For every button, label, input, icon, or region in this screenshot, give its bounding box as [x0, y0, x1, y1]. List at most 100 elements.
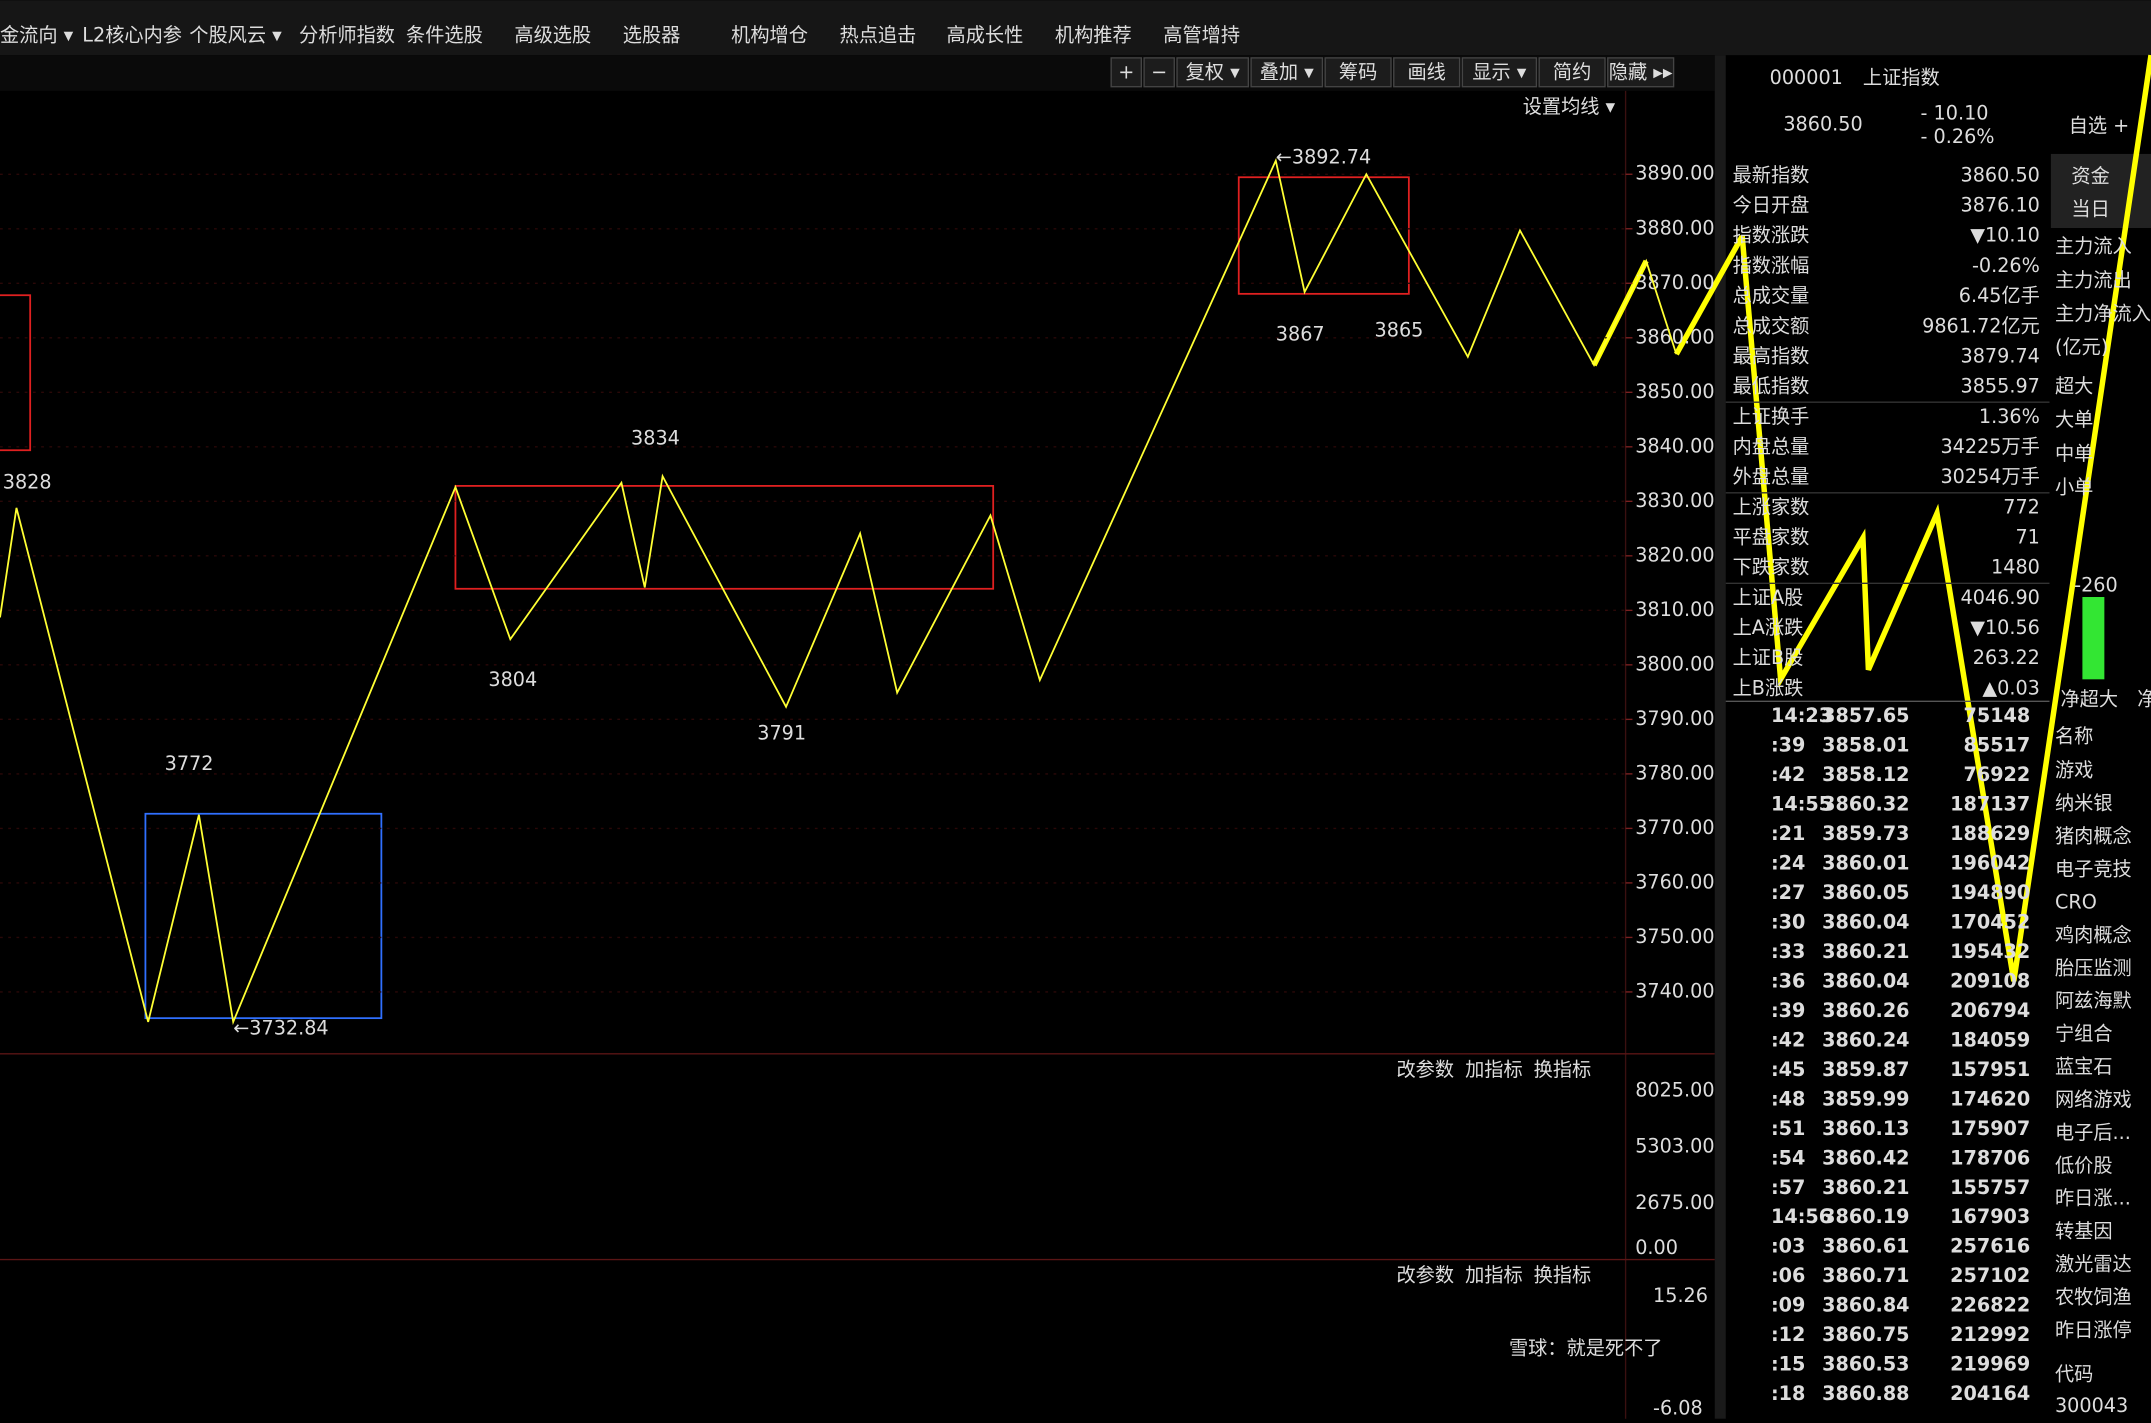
toolbar-button[interactable] — [1607, 57, 1675, 88]
tick-volume: 195432 — [1950, 940, 2030, 963]
toolbar-label[interactable]: 叠加 ▾ — [1260, 60, 1314, 83]
sector: 网络游戏 — [2055, 1088, 2132, 1111]
indicator-button[interactable]: 改参数 — [1397, 1058, 1455, 1081]
indicator-button[interactable]: 换指标 — [1534, 1058, 1592, 1081]
tick-volume: 85517 — [1964, 733, 2031, 756]
sector: 蓝宝石 — [2055, 1055, 2113, 1078]
quote-label: 上证B股 — [1733, 646, 1804, 669]
toolbar-label[interactable]: − — [1151, 60, 1167, 83]
menu-item[interactable]: 机构增仓 — [731, 23, 808, 46]
tick-price: 3860.01 — [1822, 851, 1909, 874]
y-tick-label: 3830.00 — [1635, 489, 1714, 512]
quote-value: 1480 — [1991, 556, 2040, 579]
toolbar-button[interactable] — [1250, 57, 1324, 88]
ma-setting[interactable]: 设置均线 ▾ — [1523, 95, 1616, 118]
quote-label: 上A涨跌 — [1733, 616, 1804, 639]
tick-price: 3860.04 — [1822, 969, 1909, 992]
menu-item[interactable]: 高成长性 — [947, 23, 1024, 46]
toolbar-label[interactable]: + — [1118, 60, 1134, 83]
indicator-button[interactable]: 换指标 — [1534, 1264, 1592, 1287]
toolbar-button[interactable] — [1110, 57, 1143, 88]
quote-label: 内盘总量 — [1733, 435, 1810, 458]
tick-volume: 212992 — [1950, 1323, 2030, 1346]
menu-item[interactable]: 热点追击 — [840, 23, 917, 46]
quote-pct: - 0.26% — [1921, 125, 1995, 148]
quote-price: 3860.50 — [1783, 113, 1862, 136]
toolbar-button[interactable] — [1461, 57, 1538, 88]
sector: 昨日涨... — [2055, 1187, 2131, 1210]
tick-time: :45 — [1771, 1058, 1805, 1081]
tick-time: :24 — [1771, 851, 1805, 874]
sector: 低价股 — [2055, 1154, 2113, 1177]
tick-time: 14:55 — [1771, 792, 1832, 815]
y-tick-label: 3860.00 — [1635, 325, 1714, 348]
quote-value: ▼10.10 — [1970, 224, 2040, 247]
menu-item[interactable]: 高管增持 — [1163, 23, 1240, 46]
menu-item[interactable]: 选股器 — [623, 23, 681, 46]
sector: 游戏 — [2055, 759, 2093, 782]
tick-volume: 257616 — [1950, 1235, 2030, 1258]
fund-label: 主力净流入 — [2055, 302, 2151, 325]
tick-price: 3860.21 — [1822, 940, 1909, 963]
quote-label: 上证换手 — [1733, 405, 1810, 428]
tick-price: 3860.71 — [1822, 1264, 1909, 1287]
indicator-button[interactable]: 加指标 — [1465, 1058, 1523, 1081]
toolbar-label[interactable]: 简约 — [1553, 60, 1591, 83]
box — [144, 812, 383, 1020]
menu-item[interactable]: 个股风云 ▾ — [189, 23, 282, 46]
tick-price: 3859.87 — [1822, 1058, 1909, 1081]
tick-price: 3860.05 — [1822, 881, 1909, 904]
quote-label: 总成交量 — [1733, 284, 1810, 307]
fund-bar — [2082, 597, 2105, 680]
fund-tab[interactable]: 资金 — [2071, 165, 2109, 188]
indicator-button[interactable]: 改参数 — [1397, 1264, 1455, 1287]
annotation: 3772 — [165, 752, 214, 775]
fund-bar-label: -260 — [2074, 574, 2118, 597]
watch-button[interactable]: 自选 + — [2069, 114, 2130, 137]
indicator-button[interactable]: 加指标 — [1465, 1264, 1523, 1287]
tick-price: 3860.19 — [1822, 1205, 1909, 1228]
tick-price: 3860.61 — [1822, 1235, 1909, 1258]
y-tick-label: 3790.00 — [1635, 707, 1714, 730]
toolbar-label[interactable]: 隐藏 ▸▸ — [1609, 60, 1673, 83]
quote-label: 指数涨幅 — [1733, 254, 1810, 277]
code: 300043 — [2055, 1394, 2128, 1417]
tick-time: :06 — [1771, 1264, 1805, 1287]
tick-volume: 194890 — [1950, 881, 2030, 904]
menu-item[interactable]: 分析师指数 — [299, 23, 395, 46]
menu-item[interactable]: 条件选股 — [406, 23, 483, 46]
tick-time: :21 — [1771, 822, 1805, 845]
toolbar-label[interactable]: 显示 ▾ — [1472, 60, 1526, 83]
volume-tick: 0.00 — [1635, 1236, 1678, 1259]
quote-value: 3860.50 — [1961, 163, 2040, 186]
fund-label: 小单 — [2055, 475, 2093, 498]
quote-value: 1.36% — [1979, 405, 2040, 428]
menu-item[interactable]: L2核心内参 — [82, 23, 182, 46]
tick-price: 3858.12 — [1822, 763, 1909, 786]
y-tick-label: 3880.00 — [1635, 216, 1714, 239]
toolbar-button[interactable] — [1393, 57, 1461, 88]
toolbar-button[interactable] — [1538, 57, 1606, 88]
sector: 纳米银 — [2055, 792, 2113, 815]
toolbar-button[interactable] — [1143, 57, 1175, 88]
toolbar-button[interactable] — [1324, 57, 1392, 88]
menu-item[interactable]: 金流向 ▾ — [0, 23, 74, 46]
tick-volume: 170452 — [1950, 910, 2030, 933]
tick-time: :36 — [1771, 969, 1805, 992]
arrow — [1673, 234, 1745, 356]
menu-item[interactable]: 机构推荐 — [1055, 23, 1132, 46]
toolbar-label[interactable]: 画线 — [1407, 60, 1445, 83]
menu-item[interactable]: 高级选股 — [514, 23, 591, 46]
sector: 农牧饲渔 — [2055, 1286, 2132, 1309]
macd-tick: -6.08 — [1653, 1397, 1703, 1419]
sector: 电子后... — [2055, 1121, 2131, 1144]
toolbar-button[interactable] — [1176, 57, 1250, 88]
tick-time: :03 — [1771, 1235, 1805, 1258]
fund-label: 主力流入 — [2055, 235, 2132, 258]
fund-label: 超大 — [2055, 375, 2093, 398]
toolbar-label[interactable]: 复权 ▾ — [1186, 60, 1240, 83]
quote-label: 外盘总量 — [1733, 465, 1810, 488]
fund-tab[interactable]: 当日 — [2071, 198, 2109, 221]
toolbar-label[interactable]: 筹码 — [1339, 60, 1377, 83]
